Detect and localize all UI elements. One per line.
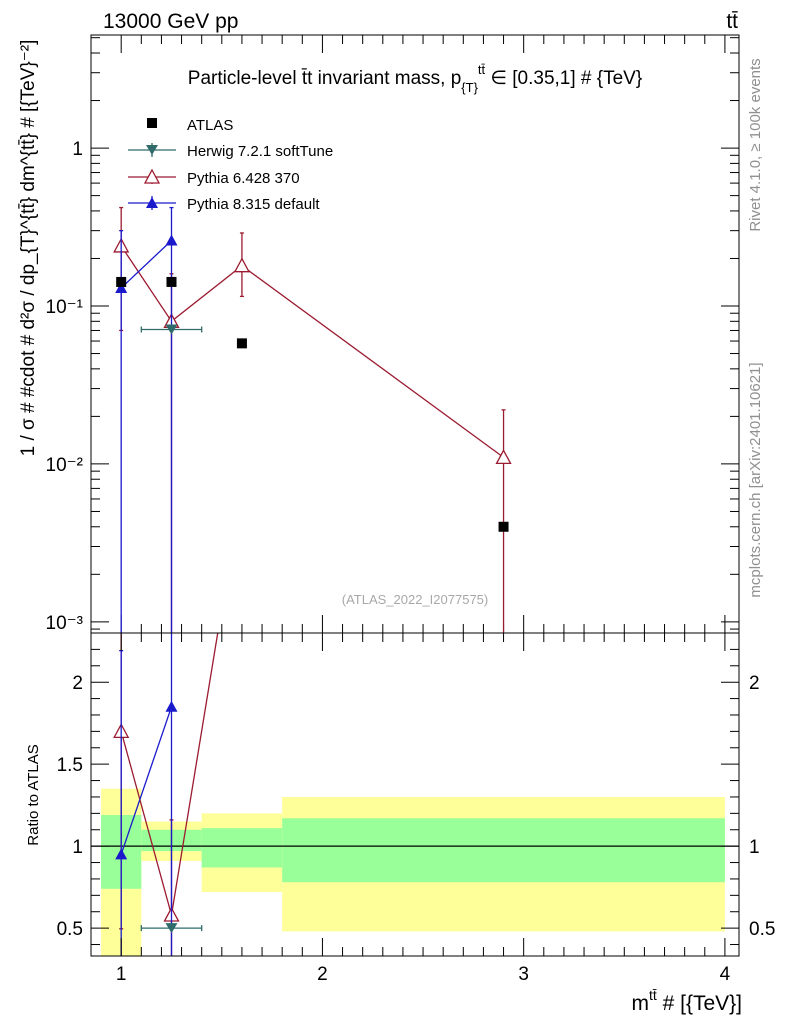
ratio-tick-label-right: 2 xyxy=(749,673,760,694)
stat-uncertainty-band xyxy=(201,828,283,868)
data-point xyxy=(233,257,251,273)
series-line xyxy=(120,245,504,458)
ratio-tick-label-right: 1 xyxy=(749,837,760,858)
ratio-line xyxy=(120,706,173,855)
ratio-point xyxy=(165,923,178,934)
x-tick-label: 1 xyxy=(116,964,127,985)
legend-atlas: ATLAS xyxy=(147,117,233,134)
legend-atlas-marker xyxy=(147,118,157,128)
ratio-point xyxy=(115,848,128,860)
ratio-ticks: 2 1.5 1 0.5 2 1 0.5 1 2 3 4 xyxy=(57,633,775,985)
ratio-tick-label: 1.5 xyxy=(57,755,83,776)
x-axis-label-main: m xyxy=(631,992,649,1015)
legend-pythia8: Pythia 8.315 default xyxy=(128,196,320,213)
data-point xyxy=(236,338,247,349)
ratio-tick-label: 2 xyxy=(72,673,83,694)
title-sub: {T} xyxy=(461,80,478,95)
series-line xyxy=(120,239,172,289)
data-point xyxy=(165,324,178,335)
legend-pythia6-marker xyxy=(143,168,161,184)
main-ticks: 1 10⁻¹ 10⁻² 10⁻³ xyxy=(46,35,739,634)
series-pythia-8-315-default xyxy=(115,206,178,633)
y-tick-label: 10⁻² xyxy=(46,455,84,476)
y-tick-label: 1 xyxy=(72,139,83,160)
x-axis-label: mtt̄ # [{TeV}] xyxy=(631,987,742,1015)
title-sup: tt̄ xyxy=(478,62,486,77)
watermark: (ATLAS_2022_I2077575) xyxy=(342,592,488,607)
data-point xyxy=(498,521,509,532)
ratio-bands xyxy=(91,788,739,956)
legend-pythia8-label: Pythia 8.315 default xyxy=(187,196,320,213)
ratio-frame xyxy=(90,632,740,957)
y-tick-label: 10⁻³ xyxy=(46,613,84,634)
chart-title: Particle-level t̄t invariant mass, p{T}t… xyxy=(188,62,642,95)
x-tick-label: 2 xyxy=(317,964,328,985)
side-label-top: Rivet 4.1.0, ≥ 100k events xyxy=(747,58,764,231)
data-point xyxy=(495,449,512,465)
x-axis-label-sup: tt̄ xyxy=(649,987,657,1003)
y-axis-label: 1 / σ # #cdot # d²σ / dp_{T}^{tt̄} dm^{t… xyxy=(18,40,39,457)
ratio-point xyxy=(165,700,178,712)
data-point xyxy=(166,276,177,287)
header-right: tt̄ xyxy=(726,10,738,33)
x-tick-label: 4 xyxy=(720,964,731,985)
x-axis-label-rest: # [{TeV}] xyxy=(657,992,742,1015)
legend-pythia8-marker xyxy=(146,197,158,208)
y-tick-label: 10⁻¹ xyxy=(46,297,84,318)
ratio-tick-label-right: 0.5 xyxy=(749,919,775,940)
data-point xyxy=(116,276,127,287)
side-label-bottom: mcplots.cern.ch [arXiv:2401.10621] xyxy=(747,362,764,597)
ratio-line xyxy=(120,731,173,916)
stat-uncertainty-band xyxy=(282,818,725,883)
legend: ATLAS Herwig 7.2.1 softTune Pythia 6.428… xyxy=(128,117,333,213)
ratio-panel: 2 1.5 1 0.5 2 1 0.5 1 2 3 4 xyxy=(57,632,775,985)
series-atlas xyxy=(116,276,509,532)
data-point xyxy=(165,234,178,246)
ratio-tick-label: 1 xyxy=(72,837,83,858)
series-herwig-7-2-1-softtune xyxy=(140,324,203,335)
title-rest: ∈ [0.35,1] # {TeV} xyxy=(485,68,642,89)
legend-atlas-label: ATLAS xyxy=(187,117,233,134)
legend-herwig-label: Herwig 7.2.1 softTune xyxy=(187,143,333,160)
x-tick-label: 3 xyxy=(518,964,529,985)
ratio-line xyxy=(170,632,219,916)
ratio-y-axis-label: Ratio to ATLAS xyxy=(25,744,42,845)
legend-herwig-marker xyxy=(146,145,158,155)
ratio-series-pythia-8-315-default xyxy=(115,633,178,956)
ratio-series xyxy=(113,632,219,956)
legend-pythia6: Pythia 6.428 370 xyxy=(128,168,300,187)
ratio-series-herwig-7-2-1-softtune xyxy=(140,923,203,934)
title-main: Particle-level t̄t invariant mass, p xyxy=(188,68,462,89)
data-point xyxy=(115,282,128,294)
main-series xyxy=(113,206,512,633)
ratio-tick-label: 0.5 xyxy=(57,919,83,940)
header-left: 13000 GeV pp xyxy=(103,10,238,33)
main-panel: 1 10⁻¹ 10⁻² 10⁻³ (ATLAS_2022_I2077575) Part… xyxy=(46,34,740,634)
legend-pythia6-label: Pythia 6.428 370 xyxy=(187,170,300,187)
legend-herwig: Herwig 7.2.1 softTune xyxy=(128,143,333,160)
series-pythia-6-428-370 xyxy=(113,206,512,633)
